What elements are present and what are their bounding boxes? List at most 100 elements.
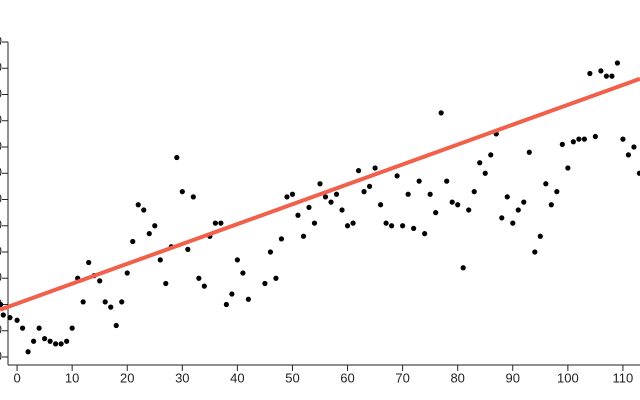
point (234, 257, 240, 263)
point (526, 149, 532, 155)
point (466, 207, 472, 213)
point (97, 278, 103, 284)
point (515, 207, 521, 213)
point (438, 110, 444, 116)
point (576, 136, 582, 142)
point (218, 220, 224, 226)
point (372, 165, 378, 171)
x-tick-label: 70 (395, 370, 409, 385)
point (400, 223, 406, 229)
point (58, 341, 64, 347)
point (295, 212, 301, 218)
point (427, 191, 433, 197)
x-tick-label: 100 (557, 370, 579, 385)
x-tick-label: 110 (613, 370, 634, 385)
point (19, 325, 26, 331)
y-tick-label: 50 (0, 217, 2, 232)
point (554, 189, 560, 195)
y-tick-label: 70 (0, 165, 2, 180)
point (64, 338, 70, 344)
point (587, 70, 593, 77)
point (609, 73, 615, 79)
point (108, 304, 114, 310)
point (300, 233, 307, 239)
point (119, 299, 125, 305)
point (25, 349, 31, 355)
point (499, 215, 505, 221)
point (339, 207, 345, 213)
point (592, 133, 598, 140)
point (278, 236, 285, 242)
point (350, 220, 356, 226)
point (559, 141, 565, 147)
point (471, 189, 477, 195)
y-tick-label: 10 (0, 322, 2, 337)
point (449, 199, 455, 205)
x-tick-label: 20 (120, 370, 134, 385)
point (322, 194, 329, 200)
point (548, 202, 554, 208)
point (179, 189, 185, 195)
point (543, 181, 549, 187)
point (333, 191, 340, 197)
point (174, 154, 180, 161)
point (289, 191, 296, 197)
x-tick-label: 50 (285, 370, 299, 385)
point (311, 220, 318, 226)
point (36, 325, 42, 331)
point (565, 165, 571, 171)
point (444, 178, 450, 184)
point (212, 220, 218, 226)
point (317, 181, 323, 187)
point (135, 202, 141, 208)
point (603, 73, 610, 79)
point (636, 170, 640, 176)
point (366, 183, 373, 189)
point (631, 144, 637, 150)
point (42, 336, 48, 342)
point (141, 207, 147, 213)
point (146, 231, 152, 237)
point (113, 322, 119, 329)
point (411, 225, 417, 231)
x-tick-label: 40 (230, 370, 244, 385)
point (240, 270, 246, 276)
x-tick-label: 60 (340, 370, 354, 385)
point (273, 275, 279, 281)
y-tick-label: 110 (0, 60, 2, 75)
y-tick-label: 100 (0, 86, 2, 101)
point (284, 194, 290, 200)
point (14, 317, 20, 323)
x-tick-label: 10 (65, 370, 79, 385)
point (53, 341, 59, 347)
point (0, 301, 4, 308)
point (416, 178, 422, 184)
point (598, 68, 604, 74)
point (69, 325, 75, 331)
point (229, 291, 235, 297)
point (389, 223, 395, 229)
point (80, 299, 86, 305)
point (196, 275, 202, 281)
point (614, 60, 621, 66)
point (124, 270, 130, 276)
point (433, 210, 439, 216)
x-tick-label: 0 (13, 370, 20, 385)
point (477, 160, 483, 166)
point (510, 220, 516, 226)
y-tick-label: 120 (0, 33, 2, 48)
point (47, 338, 53, 344)
point (532, 249, 538, 255)
point (355, 168, 362, 174)
point (625, 152, 632, 158)
point (537, 233, 543, 239)
x-tick-label: 90 (506, 370, 520, 385)
point (377, 202, 384, 208)
y-tick-label: 30 (0, 270, 2, 285)
point (157, 257, 163, 263)
point (455, 202, 461, 208)
point (130, 238, 136, 245)
point (86, 259, 92, 266)
